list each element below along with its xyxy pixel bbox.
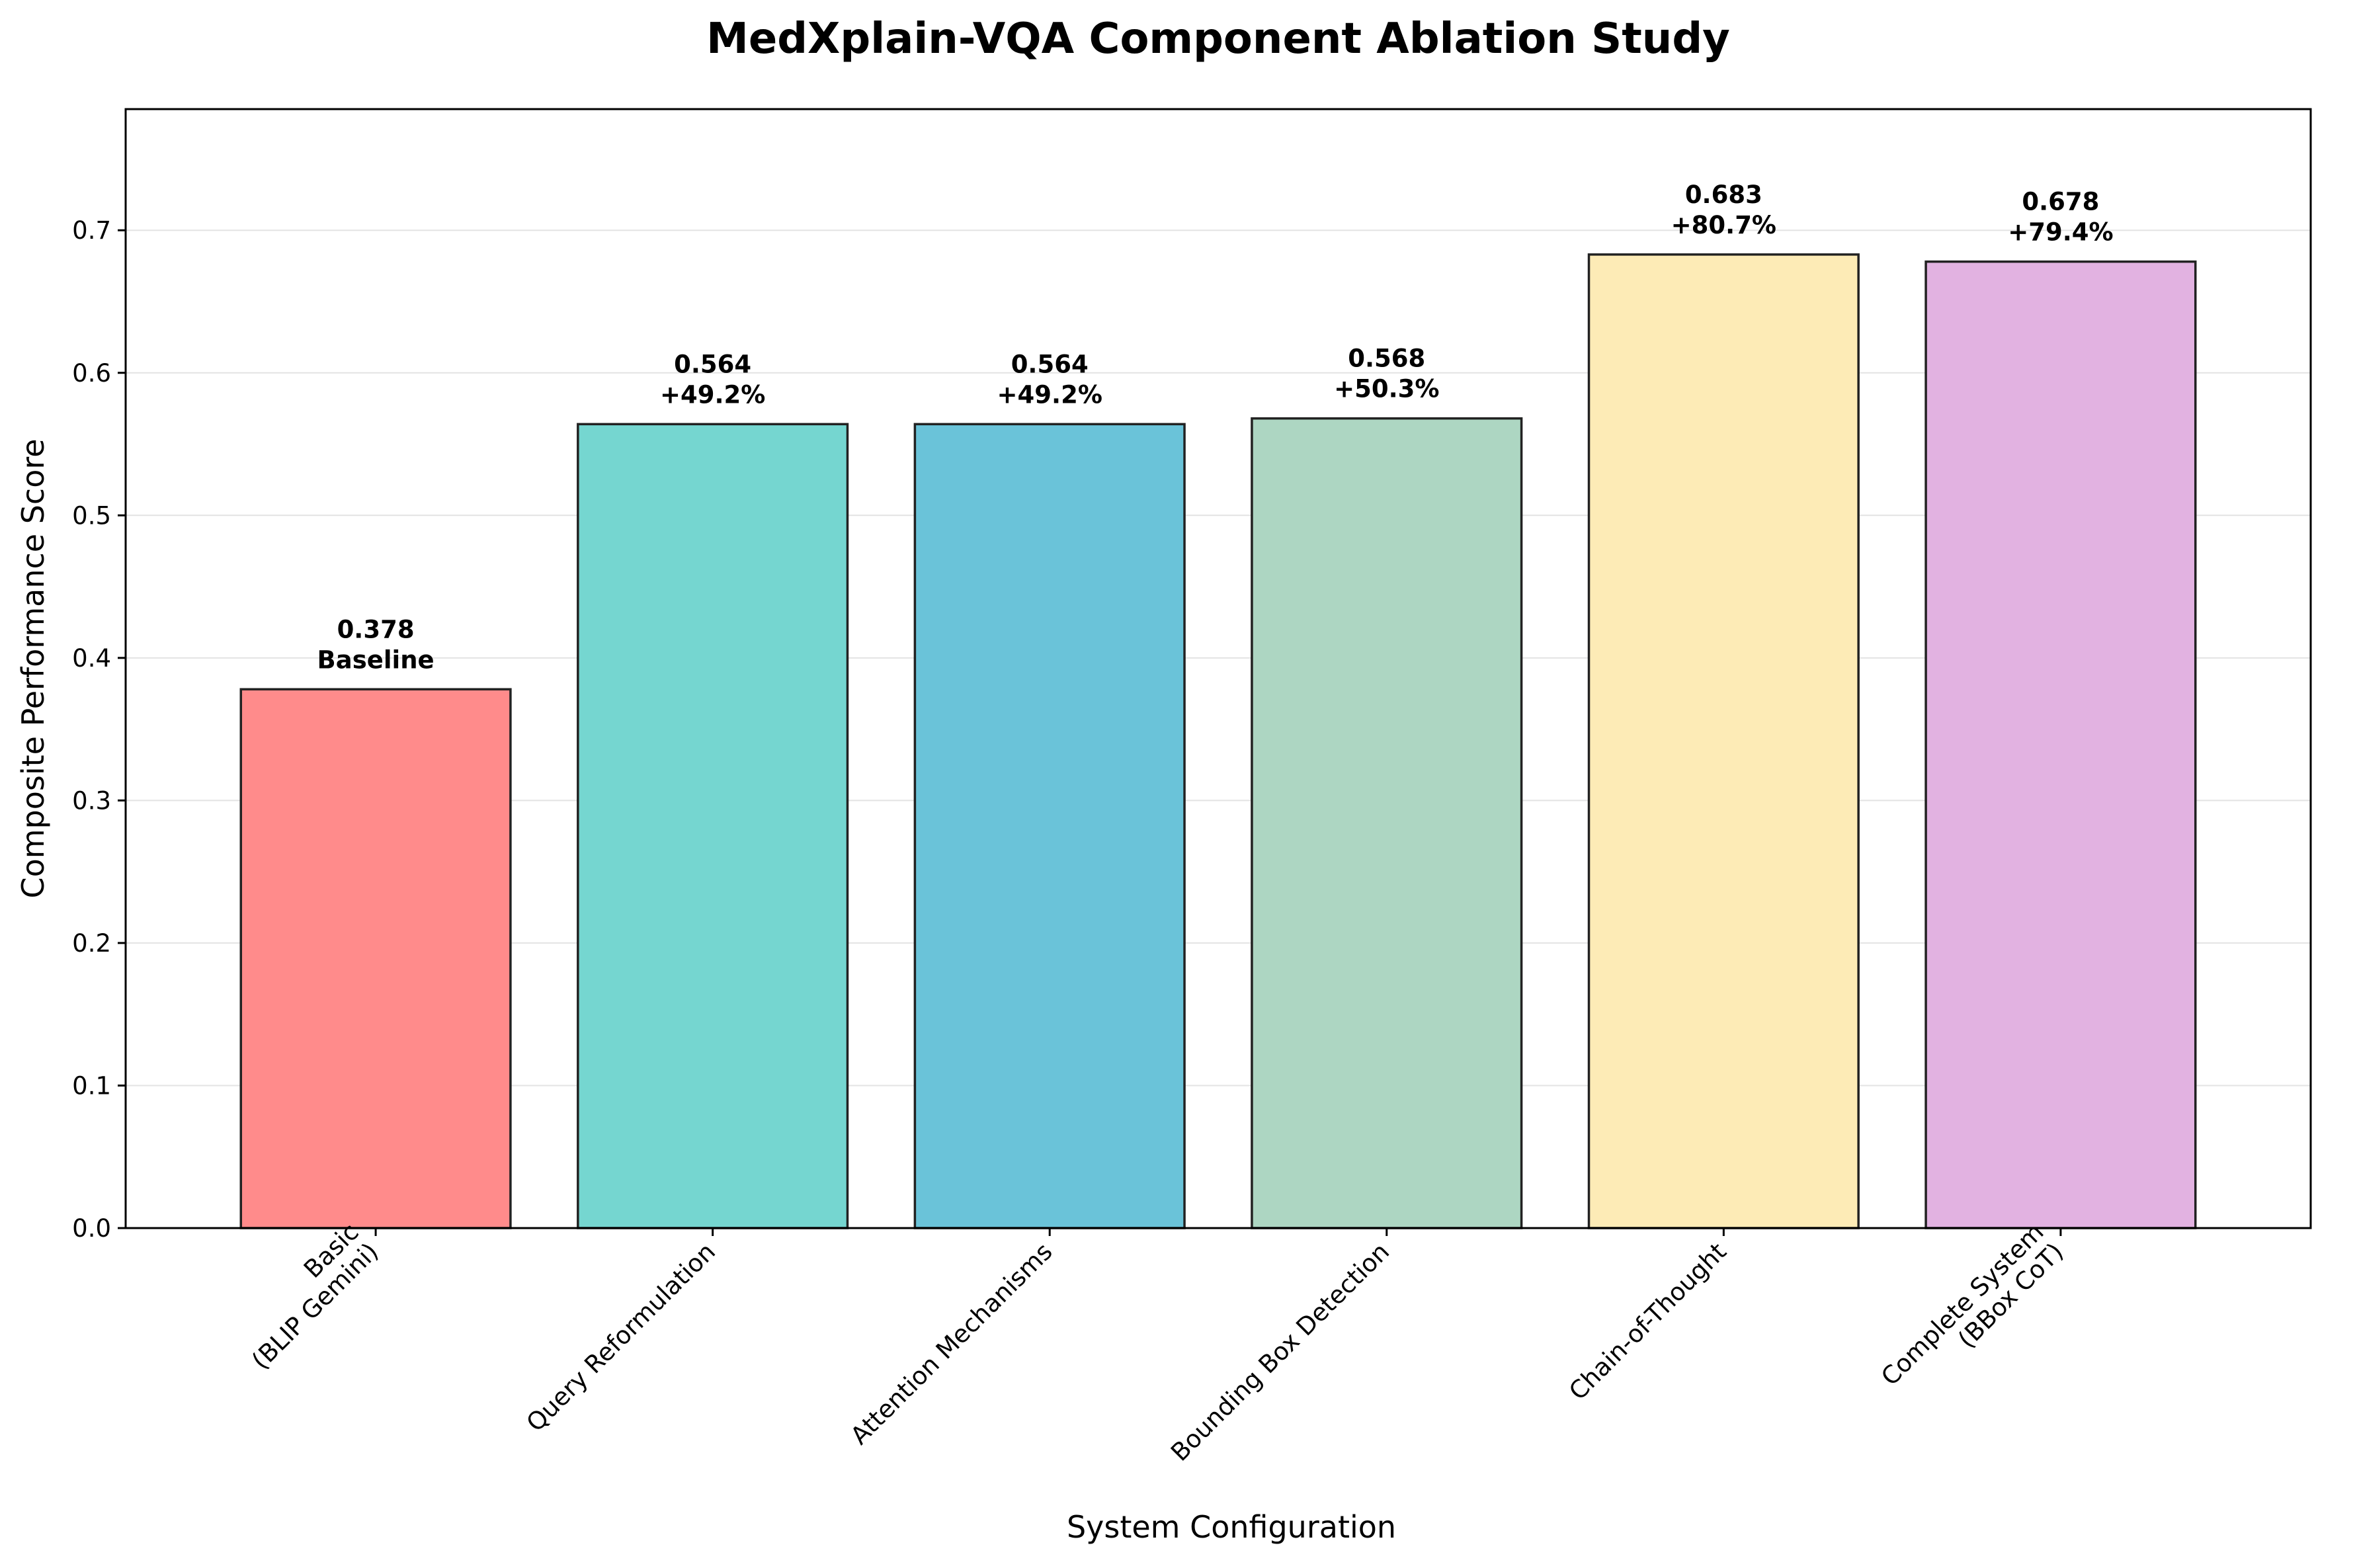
y-tick-label: 0.3: [72, 786, 111, 815]
bar-value-label: 0.564: [1011, 350, 1089, 378]
bar: [1587, 253, 1860, 1229]
bar-change-label: +80.7%: [1671, 211, 1776, 239]
bar: [577, 423, 849, 1229]
bar: [1251, 417, 1523, 1229]
bar-value-label: 0.678: [2022, 188, 2099, 216]
y-tick-label: 0.7: [72, 216, 111, 245]
x-axis-label: System Configuration: [1067, 1509, 1396, 1545]
y-tick-label: 0.1: [72, 1071, 111, 1100]
bar-value-label: 0.683: [1685, 181, 1762, 209]
y-tick-label: 0.2: [72, 929, 111, 958]
bar: [1924, 260, 2197, 1229]
plot-frame: [124, 108, 2312, 1229]
y-tick-label: 0.5: [72, 501, 111, 530]
y-tick-label: 0.6: [72, 359, 111, 388]
chart-title: MedXplain-VQA Component Ablation Study: [706, 15, 1730, 63]
y-tick-label: 0.0: [72, 1214, 111, 1243]
bar: [913, 423, 1186, 1229]
y-tick-label: 0.4: [72, 644, 111, 673]
bar: [239, 688, 512, 1229]
bar-value-label: 0.564: [674, 350, 751, 378]
y-axis-label: Composite Performance Score: [15, 438, 51, 898]
bar-change-label: Baseline: [317, 645, 434, 674]
bar-change-label: +50.3%: [1334, 375, 1439, 403]
bar-label-layer: 0.378Baseline0.564+49.2%0.564+49.2%0.568…: [317, 181, 2114, 674]
bar-change-label: +49.2%: [660, 380, 765, 409]
bar-value-label: 0.568: [1348, 345, 1425, 373]
bar-change-label: +79.4%: [2008, 218, 2113, 247]
bar-value-label: 0.378: [337, 615, 415, 643]
bar-change-label: +49.2%: [997, 380, 1102, 409]
